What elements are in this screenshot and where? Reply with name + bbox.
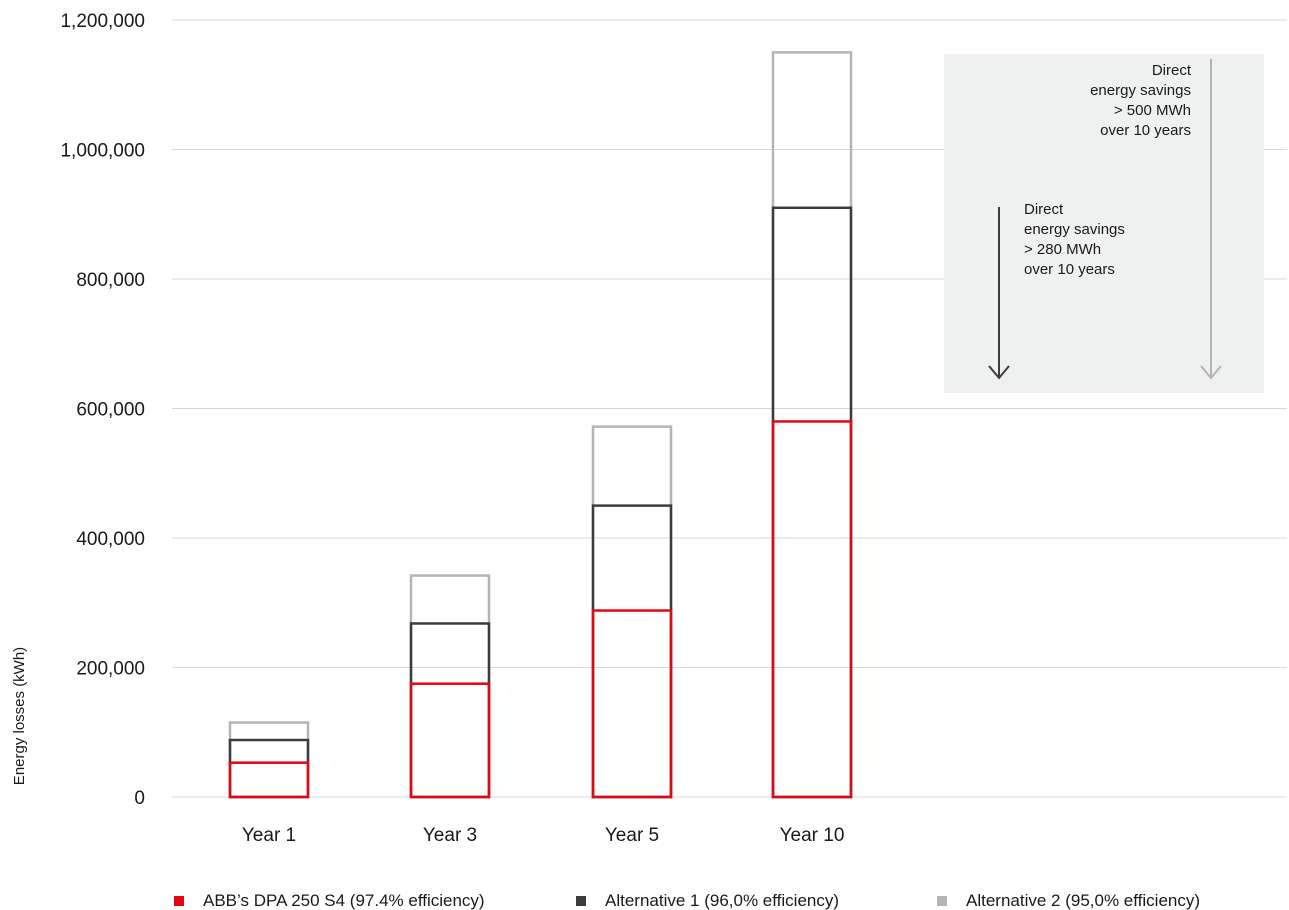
bar-alternative-2-1: [409, 574, 491, 799]
bar-abb-1: [409, 682, 491, 799]
annotation-500-line: energy savings: [1090, 82, 1191, 99]
legend-swatch: [174, 896, 184, 906]
bar-alternative-2-2: [591, 425, 673, 799]
annotation-500-line: > 500 MWh: [1114, 102, 1191, 119]
y-tick-label: 0: [134, 788, 145, 809]
y-axis-label: Energy losses (kWh): [11, 647, 28, 785]
annotation-500-line: Direct: [1152, 62, 1192, 79]
legend-swatch: [576, 896, 586, 906]
annotation-280-line: Direct: [1024, 201, 1064, 218]
annotations: Direct energy savings > 280 MWh over 10 yea…: [988, 59, 1222, 380]
bars: [228, 51, 853, 799]
annotation-280-line: > 280 MWh: [1024, 241, 1101, 258]
x-category-label: Year 1: [242, 825, 296, 846]
legend-swatch: [937, 896, 947, 906]
legend-label: Alternative 1 (96,0% efficiency): [605, 891, 839, 910]
bar-alternative-1-2: [591, 504, 673, 799]
y-tick-label: 800,000: [76, 270, 145, 291]
x-category-label: Year 5: [605, 825, 659, 846]
bar-alternative-2-3: [771, 51, 853, 799]
annotation-280-line: energy savings: [1024, 221, 1125, 238]
y-tick-label: 1,000,000: [60, 141, 145, 162]
annotation-280-line: over 10 years: [1024, 261, 1115, 278]
annotation-500-line: over 10 years: [1100, 122, 1191, 139]
x-category-label: Year 3: [423, 825, 477, 846]
y-tick-label: 400,000: [76, 529, 145, 550]
x-category-labels: Year 1 Year 3 Year 5 Year 10: [242, 825, 845, 846]
legend: ABB’s DPA 250 S4 (97.4% efficiency) Alter…: [174, 891, 1200, 910]
savings-arrowhead-500: [1200, 365, 1222, 380]
y-tick-label: 200,000: [76, 659, 145, 680]
bar-abb-3: [771, 420, 853, 799]
legend-label: ABB’s DPA 250 S4 (97.4% efficiency): [203, 891, 485, 910]
bar-alternative-1-3: [771, 206, 853, 799]
bar-alternative-2-0: [228, 721, 310, 799]
gridlines: [172, 19, 1287, 798]
bar-abb-2: [591, 609, 673, 799]
bar-alternative-1-1: [409, 622, 491, 799]
y-tick-label: 600,000: [76, 400, 145, 421]
y-tick-labels: 0 200,000 400,000 600,000 800,000 1,000,000 1,…: [60, 11, 145, 809]
y-tick-label: 1,200,000: [60, 11, 145, 32]
bar-alternative-1-0: [228, 738, 310, 799]
bar-abb-0: [228, 761, 310, 799]
x-category-label: Year 10: [780, 825, 845, 846]
savings-arrowhead-280: [988, 365, 1010, 380]
legend-label: Alternative 2 (95,0% efficiency): [966, 891, 1200, 910]
